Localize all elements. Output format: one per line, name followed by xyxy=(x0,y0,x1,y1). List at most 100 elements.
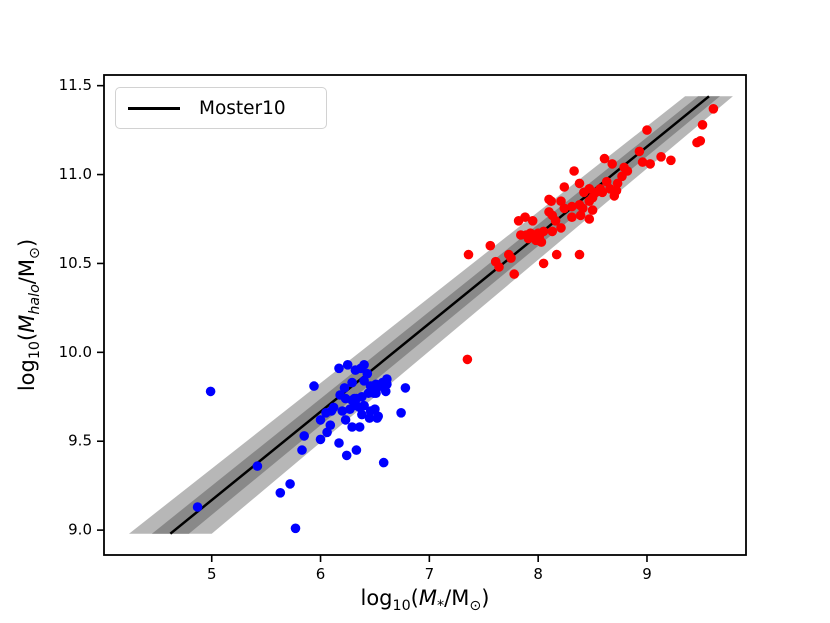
xlabel-open: ( xyxy=(410,586,419,610)
x-tick-label: 6 xyxy=(316,565,326,583)
y-tick-label: 10.0 xyxy=(59,343,92,361)
data-point-red xyxy=(569,166,579,176)
xlabel-mass-subscript: * xyxy=(437,598,445,615)
y-tick-label: 9.5 xyxy=(68,432,92,450)
legend-line-sample xyxy=(128,106,180,110)
data-point-red xyxy=(612,178,623,189)
data-point-red xyxy=(587,205,598,215)
data-point-red xyxy=(547,226,558,237)
legend: Moster10 xyxy=(115,87,327,129)
data-point-blue xyxy=(400,383,411,393)
data-point-blue xyxy=(315,415,326,425)
xlabel-sun-icon: ⊙ xyxy=(469,598,482,615)
data-point-blue xyxy=(347,377,357,388)
data-point-blue xyxy=(192,502,203,512)
data-point-red xyxy=(536,237,547,247)
data-point-blue xyxy=(378,457,389,468)
data-point-red xyxy=(556,223,566,233)
data-point-red xyxy=(574,249,585,260)
xlabel-mass-symbol: M xyxy=(418,586,437,610)
data-point-blue xyxy=(357,409,367,420)
x-tick-label: 9 xyxy=(642,565,652,583)
data-point-red xyxy=(559,203,570,214)
data-point-red xyxy=(462,354,473,365)
data-point-red xyxy=(559,182,570,192)
data-point-red xyxy=(708,104,719,114)
data-point-red xyxy=(607,159,617,169)
data-point-red xyxy=(538,258,549,269)
data-point-red xyxy=(506,253,516,263)
data-point-blue xyxy=(315,434,326,445)
data-point-blue xyxy=(309,381,319,391)
data-point-blue xyxy=(342,360,353,370)
confidence-band-inner xyxy=(151,96,720,534)
data-point-red xyxy=(597,187,608,198)
data-point-red xyxy=(551,249,562,260)
data-point-red xyxy=(485,240,496,251)
x-axis-label: log10(M*/M⊙) xyxy=(361,586,490,613)
data-point-red xyxy=(637,157,648,167)
data-point-blue xyxy=(205,386,216,397)
data-point-red xyxy=(697,120,708,130)
data-point-red xyxy=(527,216,538,226)
data-point-blue xyxy=(297,445,307,455)
data-point-blue xyxy=(396,408,406,418)
data-point-blue xyxy=(381,386,391,397)
data-point-red xyxy=(634,146,645,157)
data-point-red xyxy=(695,136,706,146)
data-point-blue xyxy=(337,406,348,416)
axes-spines xyxy=(103,74,747,556)
ylabel-unit: M xyxy=(15,258,39,278)
data-point-blue xyxy=(334,363,344,374)
data-point-red xyxy=(611,185,622,196)
data-point-red xyxy=(550,216,561,226)
y-axis-label: log10(Mhalo/M⊙) xyxy=(15,238,43,392)
data-point-red xyxy=(666,155,676,166)
data-point-red xyxy=(599,153,610,164)
data-point-blue xyxy=(373,411,384,422)
data-point-blue xyxy=(359,360,369,370)
data-point-red xyxy=(567,201,577,212)
data-point-blue xyxy=(275,488,286,498)
xlabel-slash: / xyxy=(444,586,452,610)
ylabel-mass-symbol: M xyxy=(15,314,39,333)
y-tick-label: 10.5 xyxy=(59,254,92,272)
data-point-red xyxy=(538,226,549,237)
ylabel-sun-icon: ⊙ xyxy=(27,247,44,259)
y-tick-label: 11.5 xyxy=(59,76,92,94)
data-point-blue xyxy=(351,445,362,455)
data-point-blue xyxy=(359,400,369,411)
data-point-blue xyxy=(371,388,381,399)
data-point-blue xyxy=(290,523,301,534)
data-point-blue xyxy=(339,383,350,393)
data-point-blue xyxy=(334,438,344,448)
ylabel-open: ( xyxy=(15,332,39,341)
x-tick-label: 8 xyxy=(533,565,543,583)
data-point-red xyxy=(520,212,530,222)
data-point-red xyxy=(546,196,556,206)
data-point-red xyxy=(656,152,666,162)
xlabel-logsub: 10 xyxy=(392,598,411,615)
moster10-line xyxy=(169,95,710,535)
data-point-red xyxy=(578,203,588,214)
data-point-red xyxy=(622,166,633,176)
ylabel-logsub: 10 xyxy=(27,341,44,360)
data-point-red xyxy=(645,159,655,169)
data-point-blue xyxy=(299,431,310,441)
x-tick-label: 5 xyxy=(207,565,217,583)
data-point-blue xyxy=(354,422,365,432)
ylabel-log: log xyxy=(15,359,39,392)
data-point-blue xyxy=(362,368,373,379)
data-point-red xyxy=(494,262,504,272)
data-point-red xyxy=(642,125,652,135)
xlabel-close: ) xyxy=(481,586,490,610)
data-point-blue xyxy=(328,402,339,413)
data-point-blue xyxy=(285,479,295,489)
xlabel-unit: M xyxy=(451,586,470,610)
data-point-red xyxy=(584,214,595,224)
ylabel-close: ) xyxy=(15,238,39,248)
data-point-red xyxy=(463,249,474,260)
data-point-red xyxy=(567,212,577,222)
